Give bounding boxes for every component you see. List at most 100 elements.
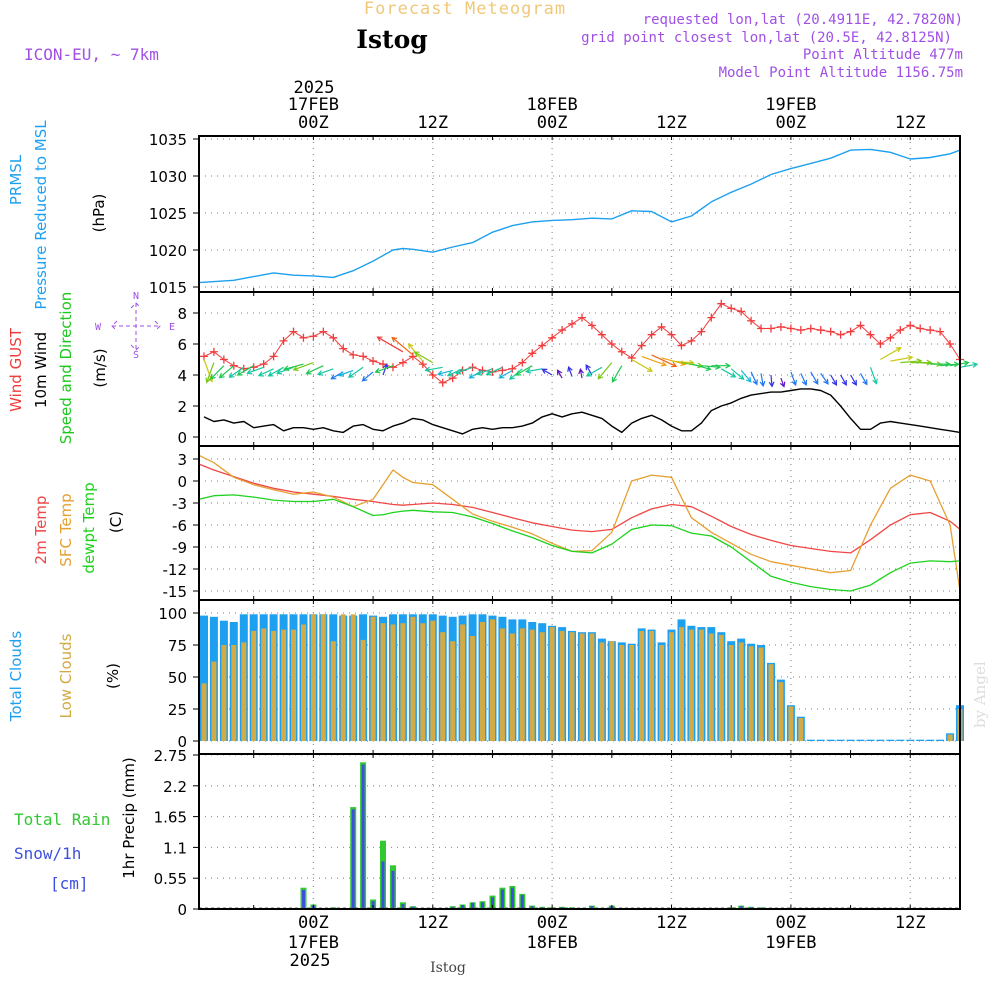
low-cloud-bar — [301, 624, 306, 741]
gust-marker — [936, 327, 945, 336]
bottom-date-label: 17FEB — [288, 933, 339, 953]
y-tick-label: 1035 — [149, 131, 187, 149]
y-tick-label: 75 — [168, 637, 187, 655]
wind10m-line — [203, 388, 961, 435]
low-cloud-bar — [708, 633, 714, 741]
gust-marker — [408, 352, 417, 361]
gust-marker — [339, 344, 348, 353]
bottom-hour-label: 12Z — [417, 913, 448, 933]
low-cloud-bar — [589, 633, 595, 741]
gust-marker — [806, 324, 815, 333]
wind-direction-arrow — [316, 368, 334, 376]
gust-marker — [776, 322, 785, 331]
y-tick-label: 0 — [177, 901, 187, 919]
y-tick-label: 0 — [177, 733, 187, 751]
wind-direction-arrow — [283, 363, 304, 372]
low-cloud-bar — [728, 645, 734, 741]
gust-marker — [747, 316, 756, 325]
snow-bar — [510, 887, 514, 909]
sfc-temp-line — [198, 454, 961, 592]
y-tick-label: 2 — [177, 398, 187, 416]
low-cloud-bar — [718, 634, 724, 741]
y-tick-label: 100 — [158, 605, 187, 623]
wind-direction-arrow — [455, 366, 473, 375]
gust-marker — [786, 324, 795, 333]
compass-rose-icon — [111, 302, 161, 351]
low-cloud-bar — [639, 630, 645, 741]
temp2m-axis-label: 2m Temp — [32, 496, 50, 565]
y-tick-label: -9 — [172, 539, 187, 557]
low-cloud-bar — [450, 641, 456, 741]
wind-direction-arrow — [850, 374, 857, 386]
top-hour-label: 00Z — [537, 113, 568, 133]
data-layer — [198, 148, 979, 909]
y-tick-label: 0 — [177, 429, 187, 447]
gust-marker — [816, 326, 825, 335]
wind-direction-arrow — [930, 361, 952, 368]
pressure-line — [198, 148, 961, 284]
wind-direction-arrow — [347, 366, 364, 378]
low-cloud-bar — [519, 628, 525, 741]
precip-axis-label: 1hr Precip (mm) — [120, 757, 138, 878]
wind-direction-arrow — [631, 358, 654, 372]
low-cloud-bar — [549, 627, 555, 741]
gust-marker — [727, 304, 736, 313]
wind-direction-arrow — [810, 371, 819, 385]
product-title: Forecast Meteogram — [364, 0, 566, 19]
wind-direction-arrow — [524, 368, 543, 374]
bottom-date-label: 18FEB — [527, 933, 578, 953]
gust-marker — [229, 361, 238, 370]
gust-marker — [319, 327, 328, 336]
gust-marker — [349, 350, 358, 359]
bottom-hour-label: 12Z — [895, 913, 926, 933]
location-title: Istog — [356, 25, 427, 54]
wind-direction-arrow — [567, 365, 573, 377]
gust-marker — [946, 340, 955, 348]
wind-direction-arrow — [611, 365, 623, 383]
low-cloud-bar — [430, 620, 436, 741]
snow-bar — [401, 904, 405, 909]
low-cloud-bar — [778, 682, 784, 741]
low-cloud-bar — [748, 646, 754, 741]
gust-marker — [856, 321, 865, 330]
bottom-year-label: 2025 — [290, 951, 331, 971]
wind-direction-arrow — [740, 370, 752, 383]
gust-marker — [657, 322, 666, 331]
snow-bar — [530, 906, 534, 909]
wind-direction-arrow — [246, 366, 264, 375]
wind-direction-arrow — [209, 365, 225, 380]
low-cloud-bar — [241, 642, 247, 741]
wind-direction-arrow — [515, 365, 533, 376]
gust-marker — [826, 327, 835, 336]
bottom-hour-label: 00Z — [537, 913, 568, 933]
total-cloud-bar — [856, 739, 865, 741]
wind-direction-arrow — [578, 367, 584, 379]
wind-direction-arrow — [730, 368, 745, 381]
dewpt-axis-label: dewpt Temp — [80, 482, 98, 573]
wind-direction-arrow — [651, 354, 678, 368]
low-cloud-bar — [758, 647, 764, 741]
low-cloud-bar — [271, 630, 277, 741]
top-hour-label: 12Z — [656, 113, 687, 133]
wind-direction-arrow — [768, 374, 775, 388]
y-tick-label: 50 — [168, 669, 187, 687]
temp-unit-label: (C) — [107, 511, 125, 533]
axis-label-layer: 1015 1020 1025 1030 1035 0 2 4 6 8 3 0 -3 -6 -9 -12 -15 0… — [7, 95, 926, 953]
total-cloud-bar — [896, 739, 905, 741]
wind-direction-arrow — [374, 365, 394, 374]
low-cloud-bar — [768, 664, 774, 741]
low-cloud-bar — [221, 645, 227, 741]
low-cloud-bar — [470, 636, 476, 741]
low-cloud-bar — [619, 645, 625, 741]
wind-direction-arrow — [391, 336, 414, 356]
gust-marker — [369, 357, 378, 366]
low-cloud-bar — [410, 616, 416, 741]
wind-direction-arrow — [750, 371, 758, 386]
wind-direction-arrow — [890, 355, 914, 362]
model-altitude: Model Point Altitude 1156.75m — [719, 65, 963, 81]
grid-point-coords: grid point closest lon,lat (20.5E, 42.81… — [581, 30, 952, 46]
gust-marker — [289, 327, 298, 336]
snow-bar — [481, 902, 484, 909]
gust-marker — [398, 358, 407, 367]
y-tick-label: -3 — [172, 495, 187, 513]
